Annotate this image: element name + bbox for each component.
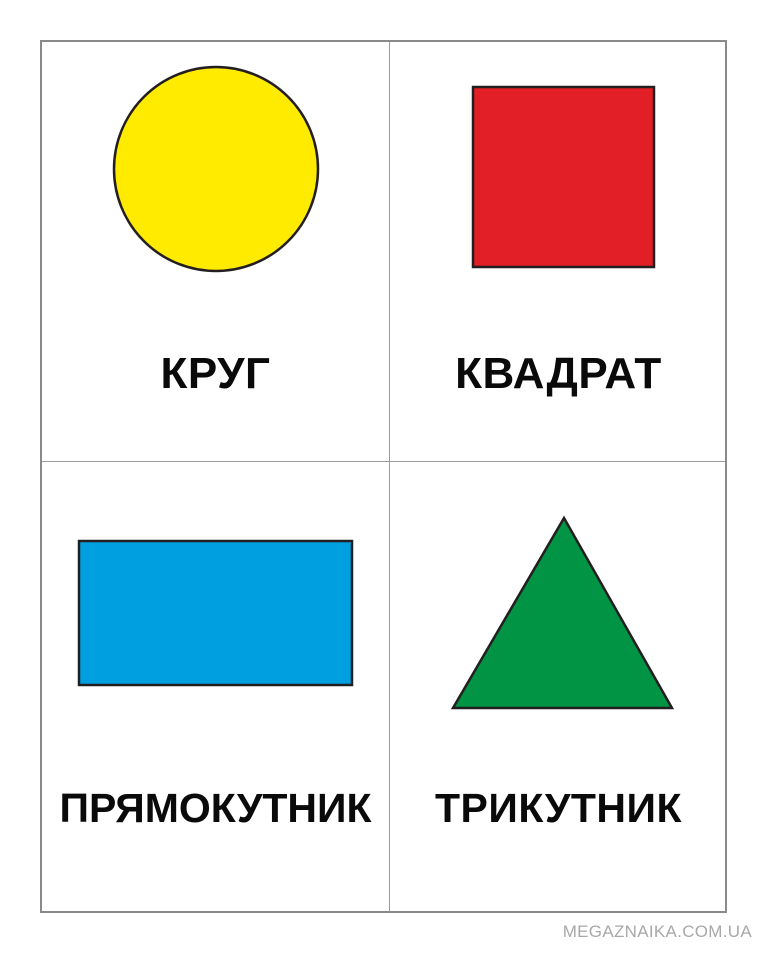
flashcard-sheet: КРУГ КВАДРАТ ПРЯМОКУТНИК ТРИКУТНИК bbox=[40, 40, 727, 913]
card-square: КВАДРАТ bbox=[390, 42, 727, 461]
circle-shape bbox=[112, 65, 320, 273]
square-shape bbox=[471, 85, 656, 269]
card-circle: КРУГ bbox=[42, 42, 389, 461]
card-triangle: ТРИКУТНИК bbox=[390, 462, 727, 913]
card-rectangle: ПРЯМОКУТНИК bbox=[42, 462, 389, 913]
site-watermark: MEGAZNAIKA.COM.UA bbox=[562, 922, 752, 941]
card-label-square: КВАДРАТ bbox=[455, 349, 662, 398]
card-label-triangle: ТРИКУТНИК bbox=[434, 785, 683, 831]
vertical-divider bbox=[389, 42, 390, 911]
horizontal-divider bbox=[42, 461, 725, 462]
card-label-rectangle: ПРЯМОКУТНИК bbox=[59, 785, 372, 831]
rectangle-shape bbox=[77, 539, 354, 687]
card-label-circle: КРУГ bbox=[160, 349, 271, 398]
triangle-shape bbox=[450, 515, 675, 710]
